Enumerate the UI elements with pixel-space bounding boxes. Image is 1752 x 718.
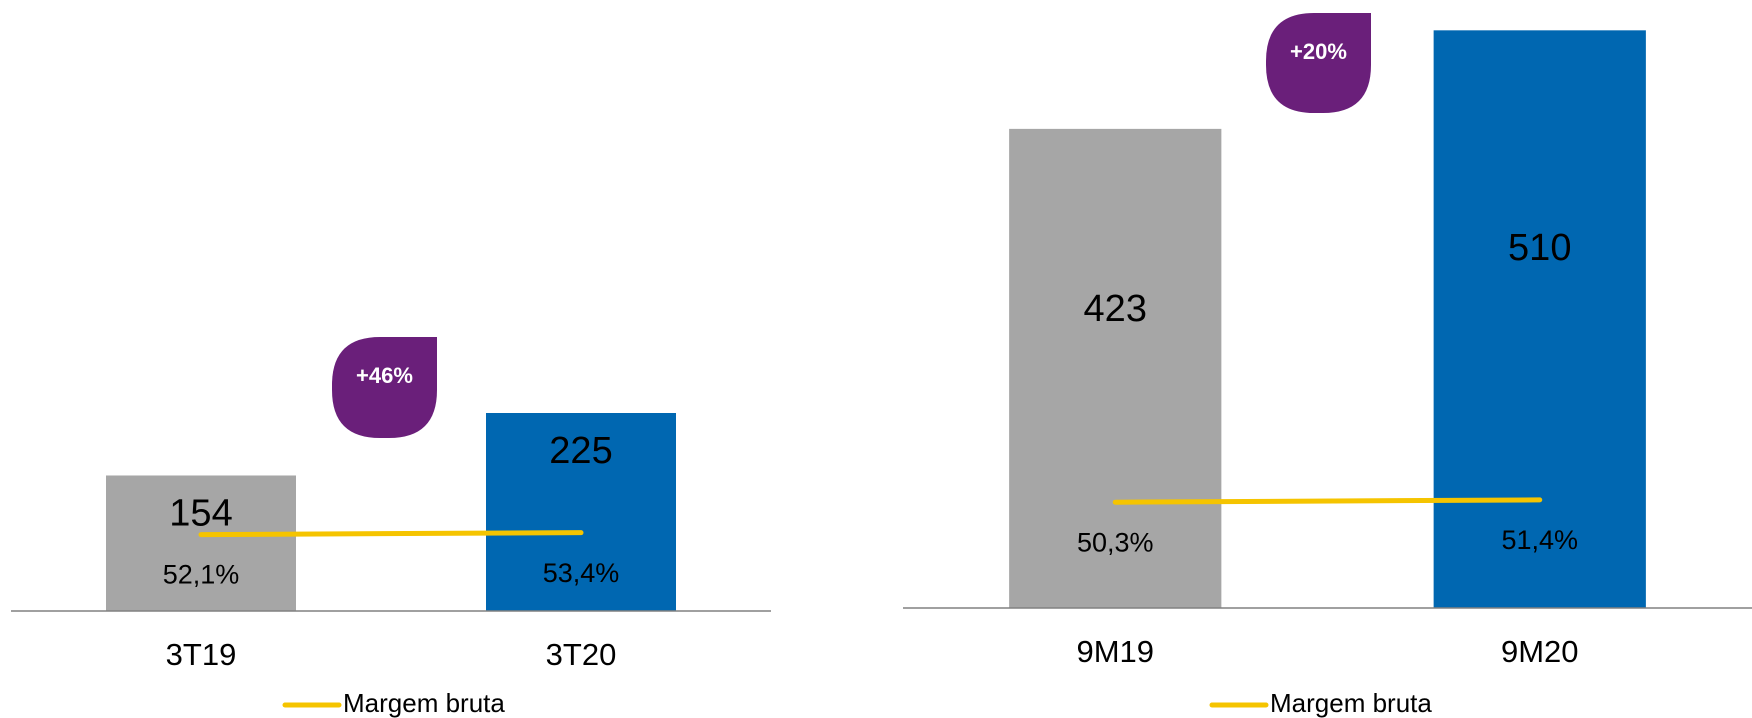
chart: 154 225 52,1% 53,4% Margem bruta 3T19 3T20 +46% [11, 337, 771, 718]
margin-label: 51,4% [1501, 525, 1578, 555]
x-tick-label: 9M20 [1501, 634, 1579, 669]
bar-value-label: 510 [1508, 227, 1571, 269]
x-tick-label: 3T20 [546, 637, 617, 672]
margin-label: 52,1% [163, 560, 240, 590]
growth-badge [1266, 13, 1371, 113]
x-tick-label: 3T19 [166, 637, 237, 672]
bar [1009, 128, 1222, 608]
bar [486, 413, 676, 611]
chart: 423 510 50,3% 51,4% Margem bruta 9M19 9M20 +20% [903, 13, 1752, 718]
bar [106, 475, 296, 611]
bar-value-label: 154 [169, 493, 232, 535]
margin-line [1112, 497, 1543, 505]
x-tick-label: 9M19 [1076, 634, 1154, 669]
margin-line [198, 530, 584, 538]
growth-badge-label: +20% [1290, 39, 1347, 64]
legend-label: Margem bruta [343, 688, 505, 718]
growth-badge-label: +46% [356, 363, 413, 388]
growth-badge [332, 337, 437, 438]
margin-label: 53,4% [543, 558, 620, 588]
bar-value-label: 225 [549, 430, 612, 472]
margin-label: 50,3% [1077, 527, 1154, 557]
bar [1433, 30, 1646, 609]
bar-value-label: 423 [1084, 288, 1147, 330]
legend-label: Margem bruta [1270, 688, 1432, 718]
